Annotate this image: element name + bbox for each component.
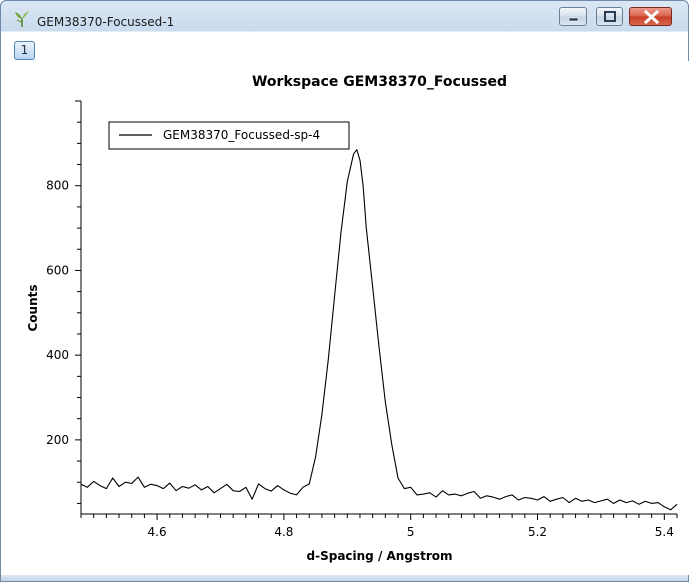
y-axis: 200 400 600 800 xyxy=(46,100,82,514)
x-axis-label: d-Spacing / Angstrom xyxy=(306,549,453,563)
page-number-badge[interactable]: 1 xyxy=(14,41,35,60)
y-tick-label: 400 xyxy=(46,348,69,362)
x-tick-label: 5.4 xyxy=(655,525,674,539)
y-tick-label: 200 xyxy=(46,433,69,447)
window-bottom-border xyxy=(1,575,688,581)
close-icon xyxy=(643,9,660,25)
y-tick-label: 800 xyxy=(46,179,69,193)
maximize-button[interactable] xyxy=(596,7,623,26)
y-tick-label: 600 xyxy=(46,263,69,277)
chart-title: Workspace GEM38370_Focussed xyxy=(251,74,507,90)
mantid-plot-icon xyxy=(15,11,29,27)
x-tick-label: 4.8 xyxy=(274,525,293,539)
title-bar[interactable]: GEM38370-Focussed-1 xyxy=(1,1,688,35)
maximize-icon xyxy=(604,11,616,22)
x-tick-label: 5 xyxy=(407,525,415,539)
series-line-0 xyxy=(80,149,678,511)
legend: GEM38370_Focussed-sp-4 xyxy=(108,121,350,150)
series-layer xyxy=(80,149,678,511)
plot-area: Workspace GEM38370_Focussed Counts d-Spa… xyxy=(2,61,689,575)
close-button[interactable] xyxy=(629,7,672,26)
x-tick-label: 4.6 xyxy=(148,525,167,539)
chart-canvas[interactable]: 200 400 600 800 4.6 4.8 5 5.2 5.4 GEM38370_Focu… xyxy=(2,61,689,575)
x-tick-label: 5.2 xyxy=(528,525,547,539)
window-title: GEM38370-Focussed-1 xyxy=(37,15,175,29)
x-axis: 4.6 4.8 5 5.2 5.4 xyxy=(80,513,678,539)
minimize-button[interactable] xyxy=(559,7,587,26)
minimize-icon xyxy=(568,17,579,22)
legend-label: GEM38370_Focussed-sp-4 xyxy=(163,128,320,142)
